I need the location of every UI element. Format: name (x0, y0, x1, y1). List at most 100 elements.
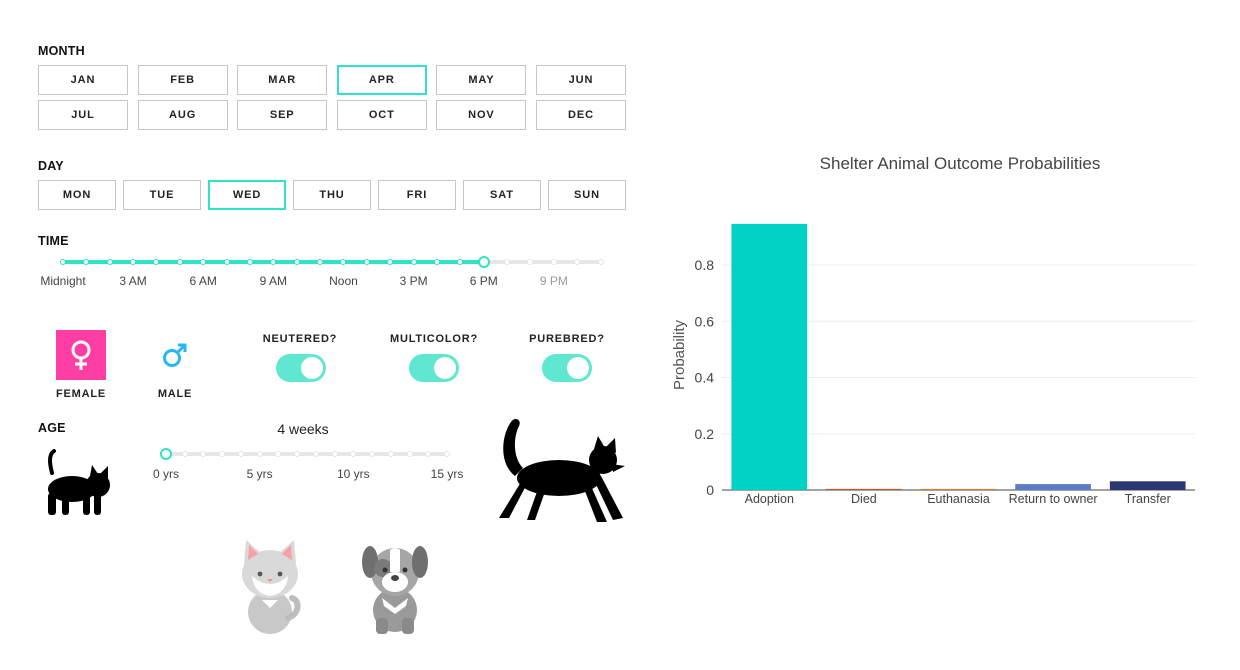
month-button-may[interactable]: MAY (436, 65, 527, 95)
chart-x-tick-label: Transfer (1125, 492, 1171, 506)
slider-step-dot[interactable] (181, 451, 188, 457)
slider-step-dot[interactable] (369, 451, 376, 457)
chart-bar (731, 223, 808, 490)
male-button[interactable] (155, 330, 195, 380)
slider-tick-label: 5 yrs (246, 467, 273, 481)
slider-step-dot[interactable] (130, 259, 137, 265)
slider-step-dot[interactable] (83, 259, 90, 265)
slider-tick-label: Midnight (40, 274, 86, 288)
slider-tick-label: 10 yrs (336, 467, 370, 481)
neutered-toggle[interactable] (276, 354, 326, 382)
slider-tick-label: 15 yrs (430, 467, 464, 481)
multicolor-toggle[interactable] (409, 354, 459, 382)
slider-tick-label: 9 PM (539, 274, 568, 288)
slider-step-dot[interactable] (340, 259, 347, 265)
slider-handle[interactable] (160, 448, 172, 460)
slider-tick-label: 0 yrs (152, 467, 180, 481)
day-button-thu[interactable]: THU (293, 180, 371, 210)
toggle-knob (301, 357, 323, 379)
slider-tick-label: 9 AM (259, 274, 288, 288)
day-button-sun[interactable]: SUN (548, 180, 626, 210)
slider-step-dot[interactable] (444, 451, 450, 457)
kitten-silhouette-icon (48, 449, 110, 515)
slider-step-dot[interactable] (387, 259, 394, 265)
day-button-wed[interactable]: WED (208, 180, 286, 210)
month-button-mar[interactable]: MAR (237, 65, 328, 95)
month-button-jun[interactable]: JUN (536, 65, 626, 95)
slider-track[interactable] (166, 452, 447, 456)
slider-step-dot[interactable] (317, 259, 324, 265)
month-button-aug[interactable]: AUG (137, 100, 228, 130)
chart-bar (1015, 484, 1091, 490)
slider-step-dot[interactable] (237, 451, 244, 457)
slider-step-dot[interactable] (433, 259, 440, 265)
slider-step-dot[interactable] (350, 451, 357, 457)
purebred-toggle[interactable] (542, 354, 592, 382)
age-label: AGE (38, 421, 66, 435)
day-button-fri[interactable]: FRI (378, 180, 456, 210)
slider-step-dot[interactable] (574, 259, 581, 265)
day-label: DAY (38, 159, 64, 173)
month-button-oct[interactable]: OCT (336, 100, 427, 130)
slider-step-dot[interactable] (527, 259, 534, 265)
slider-step-dot[interactable] (425, 451, 432, 457)
slider-step-dot[interactable] (293, 259, 300, 265)
slider-handle[interactable] (477, 256, 490, 268)
slider-step-dot[interactable] (550, 259, 557, 265)
toggle-knob (434, 357, 456, 379)
day-button-mon[interactable]: MON (38, 180, 116, 210)
cat-avatar-icon[interactable] (236, 536, 304, 636)
slider-step-dot[interactable] (200, 259, 207, 265)
slider-tick-label: Noon (329, 274, 358, 288)
slider-step-dot[interactable] (597, 259, 604, 265)
slider-step-dot[interactable] (275, 451, 282, 457)
slider-step-dot[interactable] (504, 259, 511, 265)
slider-step-dot[interactable] (106, 259, 113, 265)
month-button-sep[interactable]: SEP (237, 100, 328, 130)
slider-step-dot[interactable] (219, 451, 226, 457)
slider-step-dot[interactable] (410, 259, 417, 265)
chart-x-tick-label: Euthanasia (927, 492, 990, 506)
slider-step-dot[interactable] (246, 259, 253, 265)
month-label: MONTH (38, 44, 85, 58)
slider-step-dot[interactable] (223, 259, 230, 265)
slider-tick-label: 3 AM (119, 274, 147, 288)
month-button-feb[interactable]: FEB (137, 65, 228, 95)
day-button-tue[interactable]: TUE (123, 180, 201, 210)
adult-cat-silhouette-icon (499, 419, 625, 522)
dog-avatar-icon[interactable] (360, 536, 430, 636)
month-button-jul[interactable]: JUL (38, 100, 128, 130)
slider-step-dot[interactable] (387, 451, 394, 457)
chart-y-tick-label: 0.2 (695, 426, 715, 442)
slider-step-dot[interactable] (60, 259, 66, 265)
purebred-label: PUREBRED? (529, 333, 605, 345)
slider-step-dot[interactable] (153, 259, 160, 265)
chart-x-tick-label: Return to owner (1009, 492, 1098, 506)
chart-bar (1109, 481, 1186, 490)
slider-step-dot[interactable] (457, 259, 464, 265)
chart-title: Shelter Animal Outcome Probabilities (819, 154, 1101, 173)
female-button[interactable] (56, 330, 106, 380)
day-button-sat[interactable]: SAT (463, 180, 541, 210)
slider-step-dot[interactable] (270, 259, 277, 265)
multicolor-label: MULTICOLOR? (389, 333, 479, 345)
slider-step-dot[interactable] (200, 451, 207, 457)
slider-tick-label: 6 PM (469, 274, 498, 288)
slider-step-dot[interactable] (331, 451, 338, 457)
month-button-dec[interactable]: DEC (536, 100, 626, 130)
slider-step-dot[interactable] (406, 451, 413, 457)
month-button-nov[interactable]: NOV (436, 100, 527, 130)
slider-step-dot[interactable] (176, 259, 183, 265)
month-button-apr[interactable]: APR (336, 65, 427, 95)
slider-step-dot[interactable] (256, 451, 263, 457)
slider-step-dot[interactable] (363, 259, 370, 265)
chart-bar (826, 488, 902, 490)
male-symbol-icon (163, 343, 187, 367)
month-button-jan[interactable]: JAN (38, 65, 128, 95)
outcome-bar-chart: 0 0.2 0.4 0.6 0.8 Adoption Died Euthanasia Retur… (671, 223, 1195, 506)
slider-tick-label: 6 AM (189, 274, 217, 288)
female-label: FEMALE (55, 388, 107, 400)
chart-x-tick-label: Died (851, 492, 877, 506)
slider-step-dot[interactable] (312, 451, 319, 457)
slider-step-dot[interactable] (294, 451, 301, 457)
